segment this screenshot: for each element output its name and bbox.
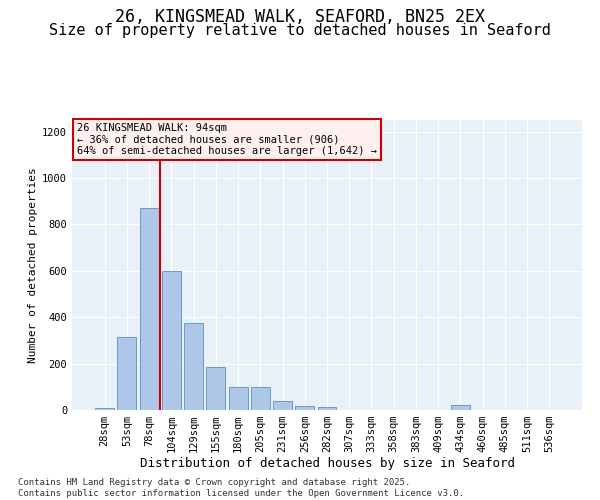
X-axis label: Distribution of detached houses by size in Seaford: Distribution of detached houses by size … [139,456,515,469]
Bar [118,337,136,410]
Text: Contains HM Land Registry data © Crown copyright and database right 2025.
Contai: Contains HM Land Registry data © Crown c… [18,478,464,498]
Bar [140,208,158,410]
Bar [451,406,470,410]
Bar [251,387,270,410]
Bar [317,406,337,410]
Y-axis label: Number of detached properties: Number of detached properties [28,167,38,363]
Bar [295,406,314,410]
Text: 26 KINGSMEAD WALK: 94sqm
← 36% of detached houses are smaller (906)
64% of semi-: 26 KINGSMEAD WALK: 94sqm ← 36% of detach… [77,123,377,156]
Bar [229,387,248,410]
Bar [206,367,225,410]
Text: 26, KINGSMEAD WALK, SEAFORD, BN25 2EX: 26, KINGSMEAD WALK, SEAFORD, BN25 2EX [115,8,485,26]
Bar [184,323,203,410]
Bar [162,271,181,410]
Text: Size of property relative to detached houses in Seaford: Size of property relative to detached ho… [49,22,551,38]
Bar [273,400,292,410]
Bar [95,408,114,410]
